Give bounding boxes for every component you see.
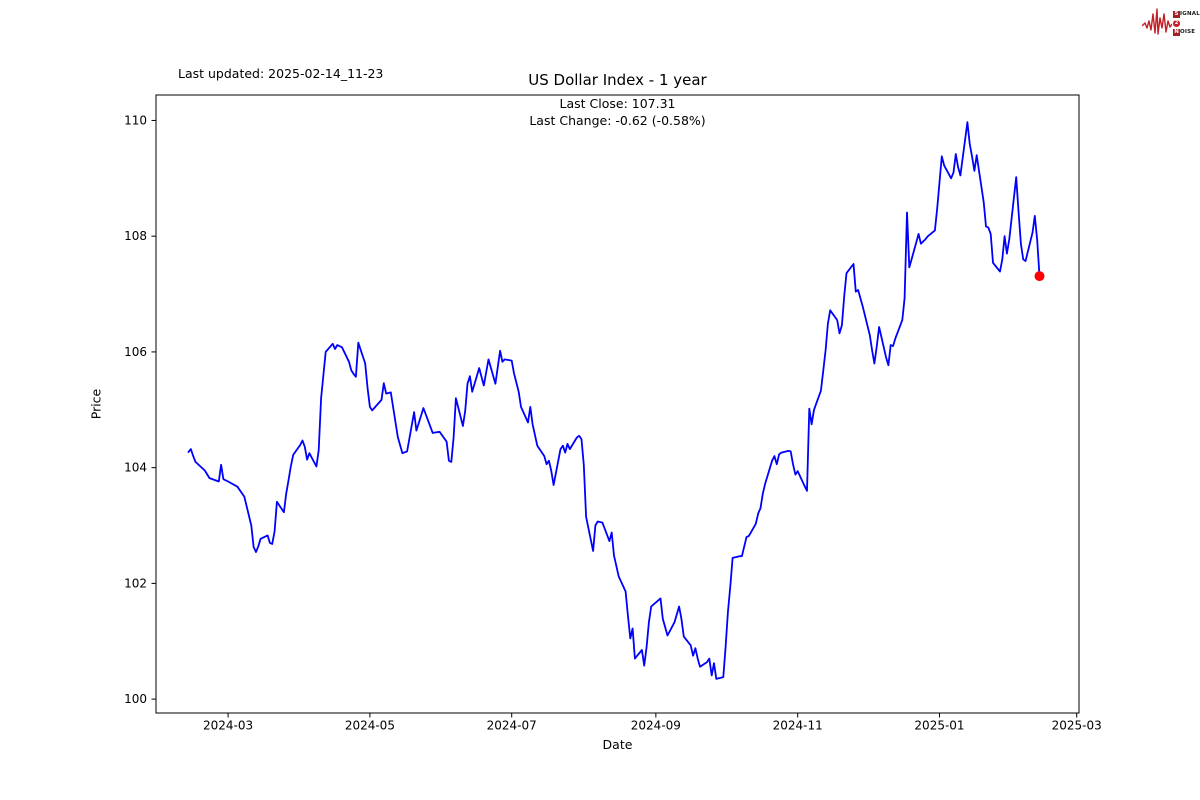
logo-word-oise: OISE: [1180, 29, 1196, 35]
x-axis-label: Date: [602, 737, 633, 752]
x-tick-label: 2024-03: [203, 719, 253, 733]
x-tick-label: 2024-07: [487, 719, 537, 733]
signal2noise-logo: S IGNAL 2 N OISE: [1142, 4, 1200, 42]
y-tick-label: 104: [124, 461, 147, 475]
x-tick-label: 2025-03: [1052, 719, 1102, 733]
x-tick-label: 2025-01: [914, 719, 964, 733]
y-tick-label: 106: [124, 345, 147, 359]
chart-title: US Dollar Index - 1 year: [528, 71, 707, 89]
logo-text: S IGNAL 2 N OISE: [1173, 10, 1200, 36]
chart-subtitle: Last Close: 107.31 Last Change: -0.62 (-…: [156, 95, 1079, 129]
axes-spines: [155, 94, 1080, 714]
y-tick-label: 110: [124, 113, 147, 127]
last-close-text: Last Close: 107.31: [559, 96, 676, 111]
logo-word-ignal: IGNAL: [1180, 11, 1200, 17]
y-axis-label: Price: [88, 388, 104, 420]
last-close-marker: [1034, 271, 1045, 282]
y-tick-label: 108: [124, 229, 147, 243]
logo-badge-2: 2: [1173, 19, 1180, 27]
waveform-icon: [1142, 8, 1172, 35]
y-tick-label: 102: [124, 576, 147, 590]
x-tick-label: 2024-09: [631, 719, 681, 733]
last-change-text: Last Change: -0.62 (-0.58%): [529, 113, 706, 128]
price-line: [187, 121, 1041, 680]
last-updated-text: Last updated: 2025-02-14_11-23: [178, 66, 384, 81]
y-tick-label: 100: [124, 692, 147, 706]
x-tick-label: 2024-05: [345, 719, 395, 733]
logo-letter-s: S: [1173, 10, 1180, 18]
x-tick-label: 2024-11: [773, 719, 823, 733]
logo-letter-n: N: [1173, 28, 1180, 36]
